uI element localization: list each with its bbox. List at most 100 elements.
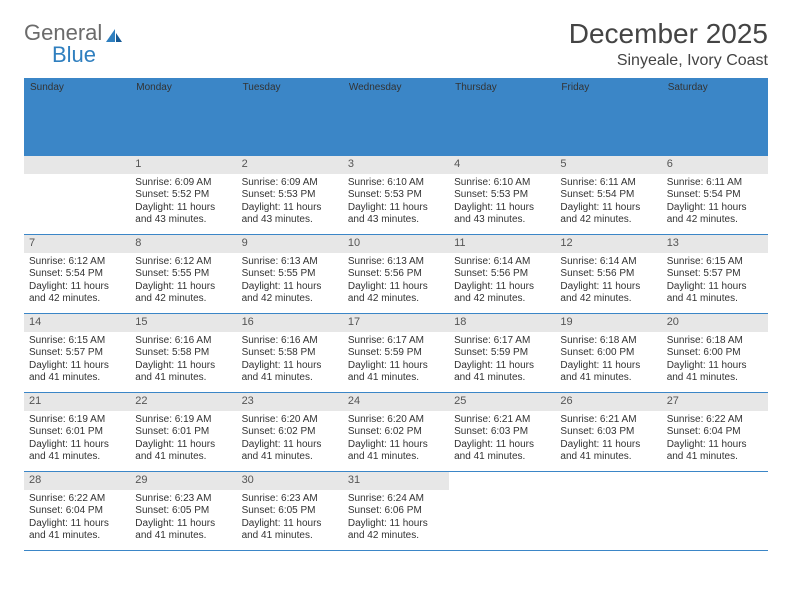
sunrise-text: Sunrise: 6:24 AM <box>348 493 444 506</box>
sunrise-text: Sunrise: 6:16 AM <box>135 335 231 348</box>
day-cell: 17Sunrise: 6:17 AMSunset: 5:59 PMDayligh… <box>343 314 449 392</box>
day-number: 25 <box>449 393 555 411</box>
day-number <box>24 156 130 174</box>
dow-cell: Monday <box>130 78 236 156</box>
sunset-text: Sunset: 6:02 PM <box>242 426 338 439</box>
day-number: 24 <box>343 393 449 411</box>
dow-cell: Friday <box>555 78 661 156</box>
day-number: 5 <box>555 156 661 174</box>
sunset-text: Sunset: 5:54 PM <box>560 189 656 202</box>
day-cell <box>449 472 555 550</box>
day-cell <box>662 472 768 550</box>
sunset-text: Sunset: 5:58 PM <box>242 347 338 360</box>
week-row: 14Sunrise: 6:15 AMSunset: 5:57 PMDayligh… <box>24 314 768 393</box>
day-number: 11 <box>449 235 555 253</box>
day-number: 27 <box>662 393 768 411</box>
sunset-text: Sunset: 5:55 PM <box>242 268 338 281</box>
sunset-text: Sunset: 6:04 PM <box>667 426 763 439</box>
day-number: 3 <box>343 156 449 174</box>
sunset-text: Sunset: 6:05 PM <box>242 505 338 518</box>
day-number: 20 <box>662 314 768 332</box>
day-number: 10 <box>343 235 449 253</box>
daylight-text: Daylight: 11 hours and 43 minutes. <box>454 202 550 227</box>
day-number: 19 <box>555 314 661 332</box>
sunrise-text: Sunrise: 6:10 AM <box>348 177 444 190</box>
daylight-text: Daylight: 11 hours and 42 minutes. <box>135 281 231 306</box>
daylight-text: Daylight: 11 hours and 42 minutes. <box>348 518 444 543</box>
daylight-text: Daylight: 11 hours and 41 minutes. <box>135 439 231 464</box>
dow-cell: Thursday <box>449 78 555 156</box>
day-cell: 16Sunrise: 6:16 AMSunset: 5:58 PMDayligh… <box>237 314 343 392</box>
day-cell: 20Sunrise: 6:18 AMSunset: 6:00 PMDayligh… <box>662 314 768 392</box>
day-number: 7 <box>24 235 130 253</box>
daylight-text: Daylight: 11 hours and 42 minutes. <box>667 202 763 227</box>
daylight-text: Daylight: 11 hours and 41 minutes. <box>29 518 125 543</box>
sunrise-text: Sunrise: 6:12 AM <box>29 256 125 269</box>
sunrise-text: Sunrise: 6:22 AM <box>29 493 125 506</box>
dow-cell: Wednesday <box>343 78 449 156</box>
day-cell: 25Sunrise: 6:21 AMSunset: 6:03 PMDayligh… <box>449 393 555 471</box>
sunset-text: Sunset: 5:53 PM <box>242 189 338 202</box>
day-cell: 24Sunrise: 6:20 AMSunset: 6:02 PMDayligh… <box>343 393 449 471</box>
sunrise-text: Sunrise: 6:15 AM <box>667 256 763 269</box>
sunset-text: Sunset: 6:03 PM <box>560 426 656 439</box>
dow-cell: Sunday <box>24 78 130 156</box>
sunset-text: Sunset: 6:00 PM <box>667 347 763 360</box>
day-number: 6 <box>662 156 768 174</box>
week-row: 1Sunrise: 6:09 AMSunset: 5:52 PMDaylight… <box>24 156 768 235</box>
day-cell: 26Sunrise: 6:21 AMSunset: 6:03 PMDayligh… <box>555 393 661 471</box>
sunset-text: Sunset: 6:03 PM <box>454 426 550 439</box>
day-cell: 11Sunrise: 6:14 AMSunset: 5:56 PMDayligh… <box>449 235 555 313</box>
sunrise-text: Sunrise: 6:11 AM <box>560 177 656 190</box>
sunrise-text: Sunrise: 6:19 AM <box>135 414 231 427</box>
title-block: December 2025 Sinyeale, Ivory Coast <box>569 18 768 70</box>
day-number: 26 <box>555 393 661 411</box>
day-cell: 6Sunrise: 6:11 AMSunset: 5:54 PMDaylight… <box>662 156 768 234</box>
daylight-text: Daylight: 11 hours and 41 minutes. <box>135 518 231 543</box>
daylight-text: Daylight: 11 hours and 41 minutes. <box>348 360 444 385</box>
sunrise-text: Sunrise: 6:09 AM <box>242 177 338 190</box>
sunset-text: Sunset: 5:52 PM <box>135 189 231 202</box>
sunrise-text: Sunrise: 6:13 AM <box>348 256 444 269</box>
day-cell: 3Sunrise: 6:10 AMSunset: 5:53 PMDaylight… <box>343 156 449 234</box>
sunrise-text: Sunrise: 6:12 AM <box>135 256 231 269</box>
day-number: 22 <box>130 393 236 411</box>
page-subtitle: Sinyeale, Ivory Coast <box>569 52 768 70</box>
day-cell <box>555 472 661 550</box>
sunset-text: Sunset: 5:53 PM <box>348 189 444 202</box>
sunrise-text: Sunrise: 6:13 AM <box>242 256 338 269</box>
sunset-text: Sunset: 5:57 PM <box>667 268 763 281</box>
day-cell: 5Sunrise: 6:11 AMSunset: 5:54 PMDaylight… <box>555 156 661 234</box>
day-number: 28 <box>24 472 130 490</box>
day-cell: 10Sunrise: 6:13 AMSunset: 5:56 PMDayligh… <box>343 235 449 313</box>
sunset-text: Sunset: 5:54 PM <box>29 268 125 281</box>
day-cell: 27Sunrise: 6:22 AMSunset: 6:04 PMDayligh… <box>662 393 768 471</box>
sunrise-text: Sunrise: 6:14 AM <box>560 256 656 269</box>
logo: GeneralBlue <box>24 22 123 66</box>
calendar: SundayMondayTuesdayWednesdayThursdayFrid… <box>24 78 768 551</box>
sunrise-text: Sunrise: 6:10 AM <box>454 177 550 190</box>
sunrise-text: Sunrise: 6:19 AM <box>29 414 125 427</box>
dow-row: SundayMondayTuesdayWednesdayThursdayFrid… <box>24 78 768 156</box>
daylight-text: Daylight: 11 hours and 43 minutes. <box>135 202 231 227</box>
day-cell: 7Sunrise: 6:12 AMSunset: 5:54 PMDaylight… <box>24 235 130 313</box>
header-row: GeneralBlue December 2025 Sinyeale, Ivor… <box>24 18 768 70</box>
day-number: 4 <box>449 156 555 174</box>
day-cell: 14Sunrise: 6:15 AMSunset: 5:57 PMDayligh… <box>24 314 130 392</box>
sunrise-text: Sunrise: 6:23 AM <box>242 493 338 506</box>
day-number: 16 <box>237 314 343 332</box>
daylight-text: Daylight: 11 hours and 41 minutes. <box>454 439 550 464</box>
daylight-text: Daylight: 11 hours and 41 minutes. <box>242 518 338 543</box>
page: GeneralBlue December 2025 Sinyeale, Ivor… <box>0 0 792 569</box>
daylight-text: Daylight: 11 hours and 42 minutes. <box>454 281 550 306</box>
sunset-text: Sunset: 6:01 PM <box>135 426 231 439</box>
day-cell <box>24 156 130 234</box>
sunrise-text: Sunrise: 6:20 AM <box>348 414 444 427</box>
day-cell: 23Sunrise: 6:20 AMSunset: 6:02 PMDayligh… <box>237 393 343 471</box>
day-cell: 30Sunrise: 6:23 AMSunset: 6:05 PMDayligh… <box>237 472 343 550</box>
daylight-text: Daylight: 11 hours and 42 minutes. <box>560 281 656 306</box>
weeks-container: 1Sunrise: 6:09 AMSunset: 5:52 PMDaylight… <box>24 156 768 551</box>
sunset-text: Sunset: 5:55 PM <box>135 268 231 281</box>
sunrise-text: Sunrise: 6:11 AM <box>667 177 763 190</box>
day-cell: 2Sunrise: 6:09 AMSunset: 5:53 PMDaylight… <box>237 156 343 234</box>
